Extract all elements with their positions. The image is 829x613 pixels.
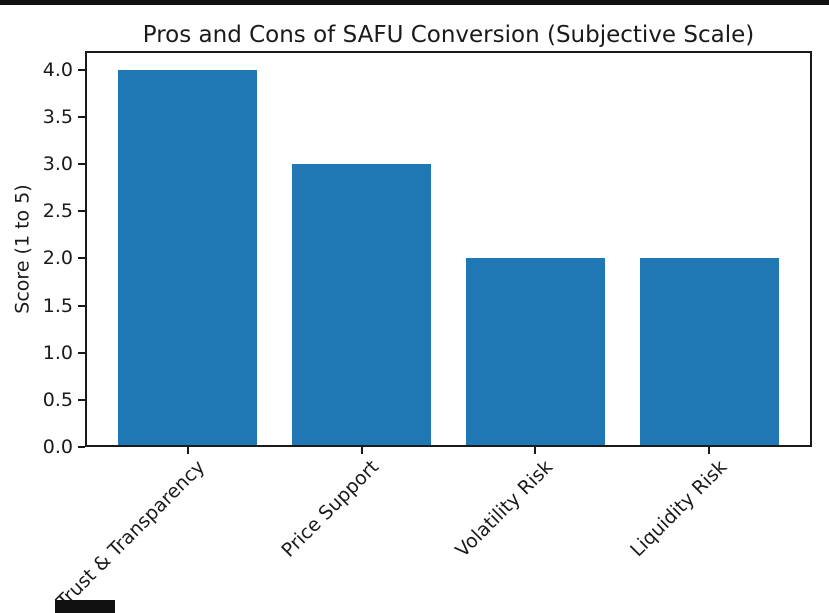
y-tick-mark bbox=[78, 351, 85, 354]
bar-1 bbox=[118, 69, 258, 447]
y-tick-label: 1.0 bbox=[42, 341, 73, 364]
top-black-bar bbox=[0, 0, 829, 5]
x-tick-label: Price Support bbox=[277, 456, 384, 562]
y-tick-mark bbox=[78, 163, 85, 166]
bottom-black-box bbox=[55, 600, 115, 613]
y-tick-label: 4.0 bbox=[42, 58, 73, 81]
bar-3 bbox=[465, 258, 606, 447]
y-tick-label: 0.0 bbox=[42, 436, 73, 458]
y-tick-label: 0.5 bbox=[42, 388, 73, 411]
x-tick-mark bbox=[186, 447, 189, 454]
y-tick-mark bbox=[78, 304, 85, 307]
x-tick-mark bbox=[708, 447, 711, 454]
x-tick-label: Liquidity Risk bbox=[625, 456, 731, 562]
y-tick-label: 2.0 bbox=[42, 247, 73, 270]
y-tick-label: 2.5 bbox=[42, 200, 73, 223]
x-tick-mark bbox=[360, 447, 363, 454]
y-tick-mark bbox=[78, 116, 85, 118]
y-tick-mark bbox=[78, 68, 85, 71]
y-tick-label: 3.0 bbox=[42, 153, 73, 176]
chart-title: Pros and Cons of SAFU Conversion (Subjec… bbox=[142, 22, 755, 48]
y-tick-mark bbox=[78, 446, 85, 448]
y-tick-label: 3.5 bbox=[42, 106, 73, 128]
x-tick-label: Trust & Transparency bbox=[52, 456, 210, 613]
y-tick-label: 1.5 bbox=[42, 294, 73, 317]
x-tick-label: Volatility Risk bbox=[451, 456, 558, 562]
y-tick-mark bbox=[78, 257, 85, 260]
bar-4 bbox=[639, 258, 779, 447]
bar-2 bbox=[291, 164, 432, 447]
x-tick-mark bbox=[534, 447, 537, 454]
y-tick-mark bbox=[78, 210, 85, 213]
y-tick-mark bbox=[78, 398, 85, 401]
